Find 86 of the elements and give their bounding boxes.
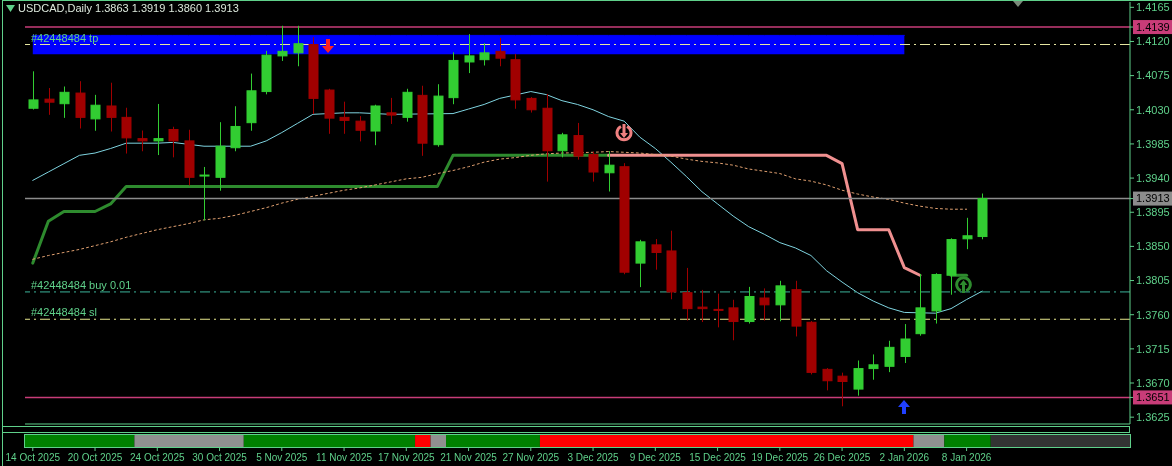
candlestick — [277, 25, 288, 61]
bar — [944, 435, 991, 447]
candlestick — [759, 288, 770, 321]
x-tick-label: 21 Nov 2025 — [440, 451, 498, 463]
bar — [415, 435, 431, 447]
y-tick-label: 1.3895 — [1136, 206, 1170, 219]
candlestick — [853, 360, 864, 396]
candlestick — [59, 86, 70, 118]
y-tick-label: 1.4030 — [1136, 103, 1170, 116]
y-tick-label: 1.3913 — [1136, 192, 1170, 205]
candlestick — [884, 340, 895, 373]
bar — [243, 435, 416, 447]
candlestick — [479, 43, 490, 66]
candlestick — [837, 372, 848, 407]
y-tick-label: 1.4075 — [1136, 69, 1170, 82]
candlestick — [868, 354, 879, 380]
candlestick — [28, 71, 39, 110]
candlestick — [651, 239, 662, 270]
y-tick-label: 1.3805 — [1136, 274, 1170, 287]
x-tick-label: 11 Nov 2025 — [316, 451, 373, 463]
x-tick-label: 27 Nov 2025 — [502, 451, 560, 463]
bar — [990, 435, 1130, 447]
chart-title: USDCAD,Daily 1.3863 1.3919 1.3860 1.3913 — [18, 2, 239, 14]
x-tick-label: 9 Dec 2025 — [629, 451, 682, 463]
candlestick — [168, 126, 179, 158]
candlestick — [713, 293, 724, 328]
x-tick-label: 15 Dec 2025 — [689, 451, 747, 463]
bar — [134, 435, 244, 447]
candlestick — [962, 217, 973, 250]
y-tick-label: 1.3625 — [1136, 411, 1170, 424]
candlestick — [293, 25, 304, 67]
candlestick — [464, 34, 475, 74]
x-tick-label: 14 Oct 2025 — [5, 451, 61, 463]
candlestick — [90, 94, 101, 131]
y-tick-label: 1.3985 — [1136, 137, 1170, 150]
candlestick — [137, 130, 148, 152]
bar — [446, 435, 540, 447]
candlestick — [495, 37, 506, 67]
x-tick-label: 3 Dec 2025 — [567, 451, 620, 463]
bar — [25, 435, 135, 447]
candlestick — [728, 299, 739, 341]
line-series — [31, 153, 611, 265]
candlestick — [153, 103, 164, 156]
candlestick — [635, 239, 646, 288]
candlestick — [697, 289, 708, 323]
candlestick — [339, 101, 350, 134]
x-tick-label: 17 Nov 2025 — [377, 451, 436, 463]
candlestick — [775, 280, 786, 322]
line-series — [607, 153, 922, 277]
x-tick-label: 20 Oct 2025 — [67, 451, 123, 463]
y-tick-label: 1.4139 — [1136, 20, 1170, 33]
y-tick-label: 1.4165 — [1136, 1, 1170, 14]
x-tick-label: 24 Oct 2025 — [130, 451, 185, 463]
candlestick — [106, 82, 117, 132]
candlestick — [900, 324, 911, 364]
candlestick — [121, 107, 132, 154]
candlestick — [44, 88, 55, 115]
y-tick-label: 1.3670 — [1136, 376, 1170, 389]
candlestick — [557, 132, 568, 158]
bar — [539, 435, 914, 447]
line-series — [32, 91, 983, 314]
candlestick — [355, 116, 366, 142]
x-tick-label: 26 Dec 2025 — [813, 451, 871, 463]
ref-line-label: #42448484 sl — [31, 306, 98, 319]
y-tick-label: 1.3940 — [1136, 171, 1170, 184]
candlestick — [230, 106, 241, 152]
bar — [430, 435, 447, 447]
y-tick-label: 1.3651 — [1136, 391, 1170, 404]
y-tick-label: 1.3760 — [1136, 308, 1170, 321]
candlestick — [199, 166, 210, 221]
ref-line-label: #42448484 buy 0.01 — [31, 278, 132, 291]
x-tick-label: 2 Jan 2026 — [879, 451, 930, 463]
bar — [913, 435, 945, 447]
y-tick-label: 1.3850 — [1136, 240, 1170, 253]
candlestick — [822, 368, 833, 391]
candlestick — [573, 122, 584, 160]
y-tick-label: 1.4120 — [1136, 35, 1170, 48]
candlestick — [386, 97, 397, 124]
candlestick — [682, 267, 693, 321]
x-tick-label: 5 Nov 2025 — [256, 451, 308, 463]
candlestick — [588, 151, 599, 182]
y-tick-label: 1.3715 — [1136, 342, 1170, 355]
x-tick-label: 19 Dec 2025 — [751, 451, 809, 463]
x-tick-label: 30 Oct 2025 — [192, 451, 248, 463]
candlestick — [604, 151, 615, 192]
x-tick-label: 8 Jan 2026 — [941, 451, 992, 463]
